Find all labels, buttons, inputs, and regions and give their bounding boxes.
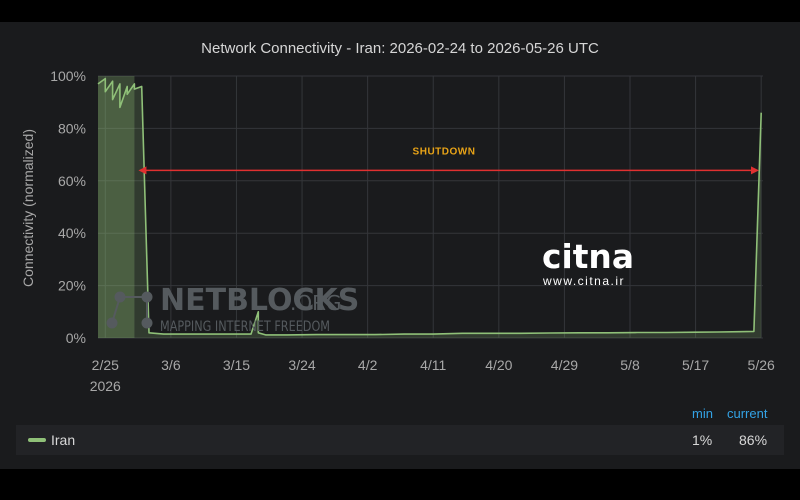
y-tick-label: 80%: [58, 120, 86, 136]
chart-panel: [0, 22, 800, 469]
citna-logo-text: citna: [542, 237, 634, 276]
y-tick-label: 0%: [66, 330, 86, 346]
x-tick-label: 4/11: [420, 357, 446, 373]
x-tick-label: 4/2: [358, 357, 378, 373]
x-tick-label: 2/25: [92, 357, 119, 373]
annotation-label: SHUTDOWN: [413, 146, 476, 157]
legend-swatch: [28, 438, 46, 442]
x-tick-label: 4/29: [551, 357, 578, 373]
legend-min-value: 1%: [692, 432, 713, 448]
x-tick-label: 3/6: [161, 357, 181, 373]
netblocks-watermark: NETBLOCKS .ORG MAPPING INTERNET FREEDOM: [106, 283, 359, 335]
y-tick-label: 20%: [58, 278, 86, 294]
x-tick-label: 5/17: [682, 357, 709, 373]
chart-title: Network Connectivity - Iran: 2026-02-24 …: [201, 40, 599, 57]
y-axis-label: Connectivity (normalized): [20, 129, 36, 287]
shutdown-annotation: SHUTDOWN: [138, 146, 759, 175]
y-tick-label: 60%: [58, 173, 86, 189]
citna-url: www.citna.ir: [542, 274, 625, 288]
x-tick-label: 3/24: [288, 357, 315, 373]
y-tick-label: 40%: [58, 225, 86, 241]
arrow-right-icon: [751, 166, 759, 175]
x-tick-label: 3/15: [223, 357, 250, 373]
legend-entry-iran[interactable]: Iran 1% 86%: [16, 425, 784, 455]
series-layer: [97, 77, 762, 338]
legend-current-value: 86%: [739, 432, 768, 448]
legend-header-min[interactable]: min: [692, 406, 713, 421]
watermark-tagline: MAPPING INTERNET FREEDOM: [160, 319, 330, 335]
y-tick-label: 100%: [50, 68, 86, 84]
citna-logo: citna www.citna.ir: [542, 237, 634, 288]
y-axis: 0% 20% 40% 60% 80% 100%: [50, 68, 86, 346]
x-axis: 2/25 2026 3/6 3/15 3/24 4/2 4/11 4/20 4/29 5/8 5/1…: [90, 357, 775, 394]
x-tick-label: 5/26: [748, 357, 775, 373]
legend-header-current[interactable]: current: [727, 406, 768, 421]
x-tick-label: 5/8: [620, 357, 640, 373]
x-tick-label: 4/20: [485, 357, 512, 373]
arrow-left-icon: [138, 166, 147, 175]
watermark-brand: NETBLOCKS: [160, 283, 359, 318]
x-tick-year: 2026: [90, 378, 121, 394]
series-line-iran: [97, 77, 762, 336]
watermark-brand-suffix: .ORG: [290, 291, 342, 315]
watermark-link: [111, 296, 121, 324]
legend-series-name[interactable]: Iran: [51, 432, 76, 448]
grid: [98, 75, 763, 339]
